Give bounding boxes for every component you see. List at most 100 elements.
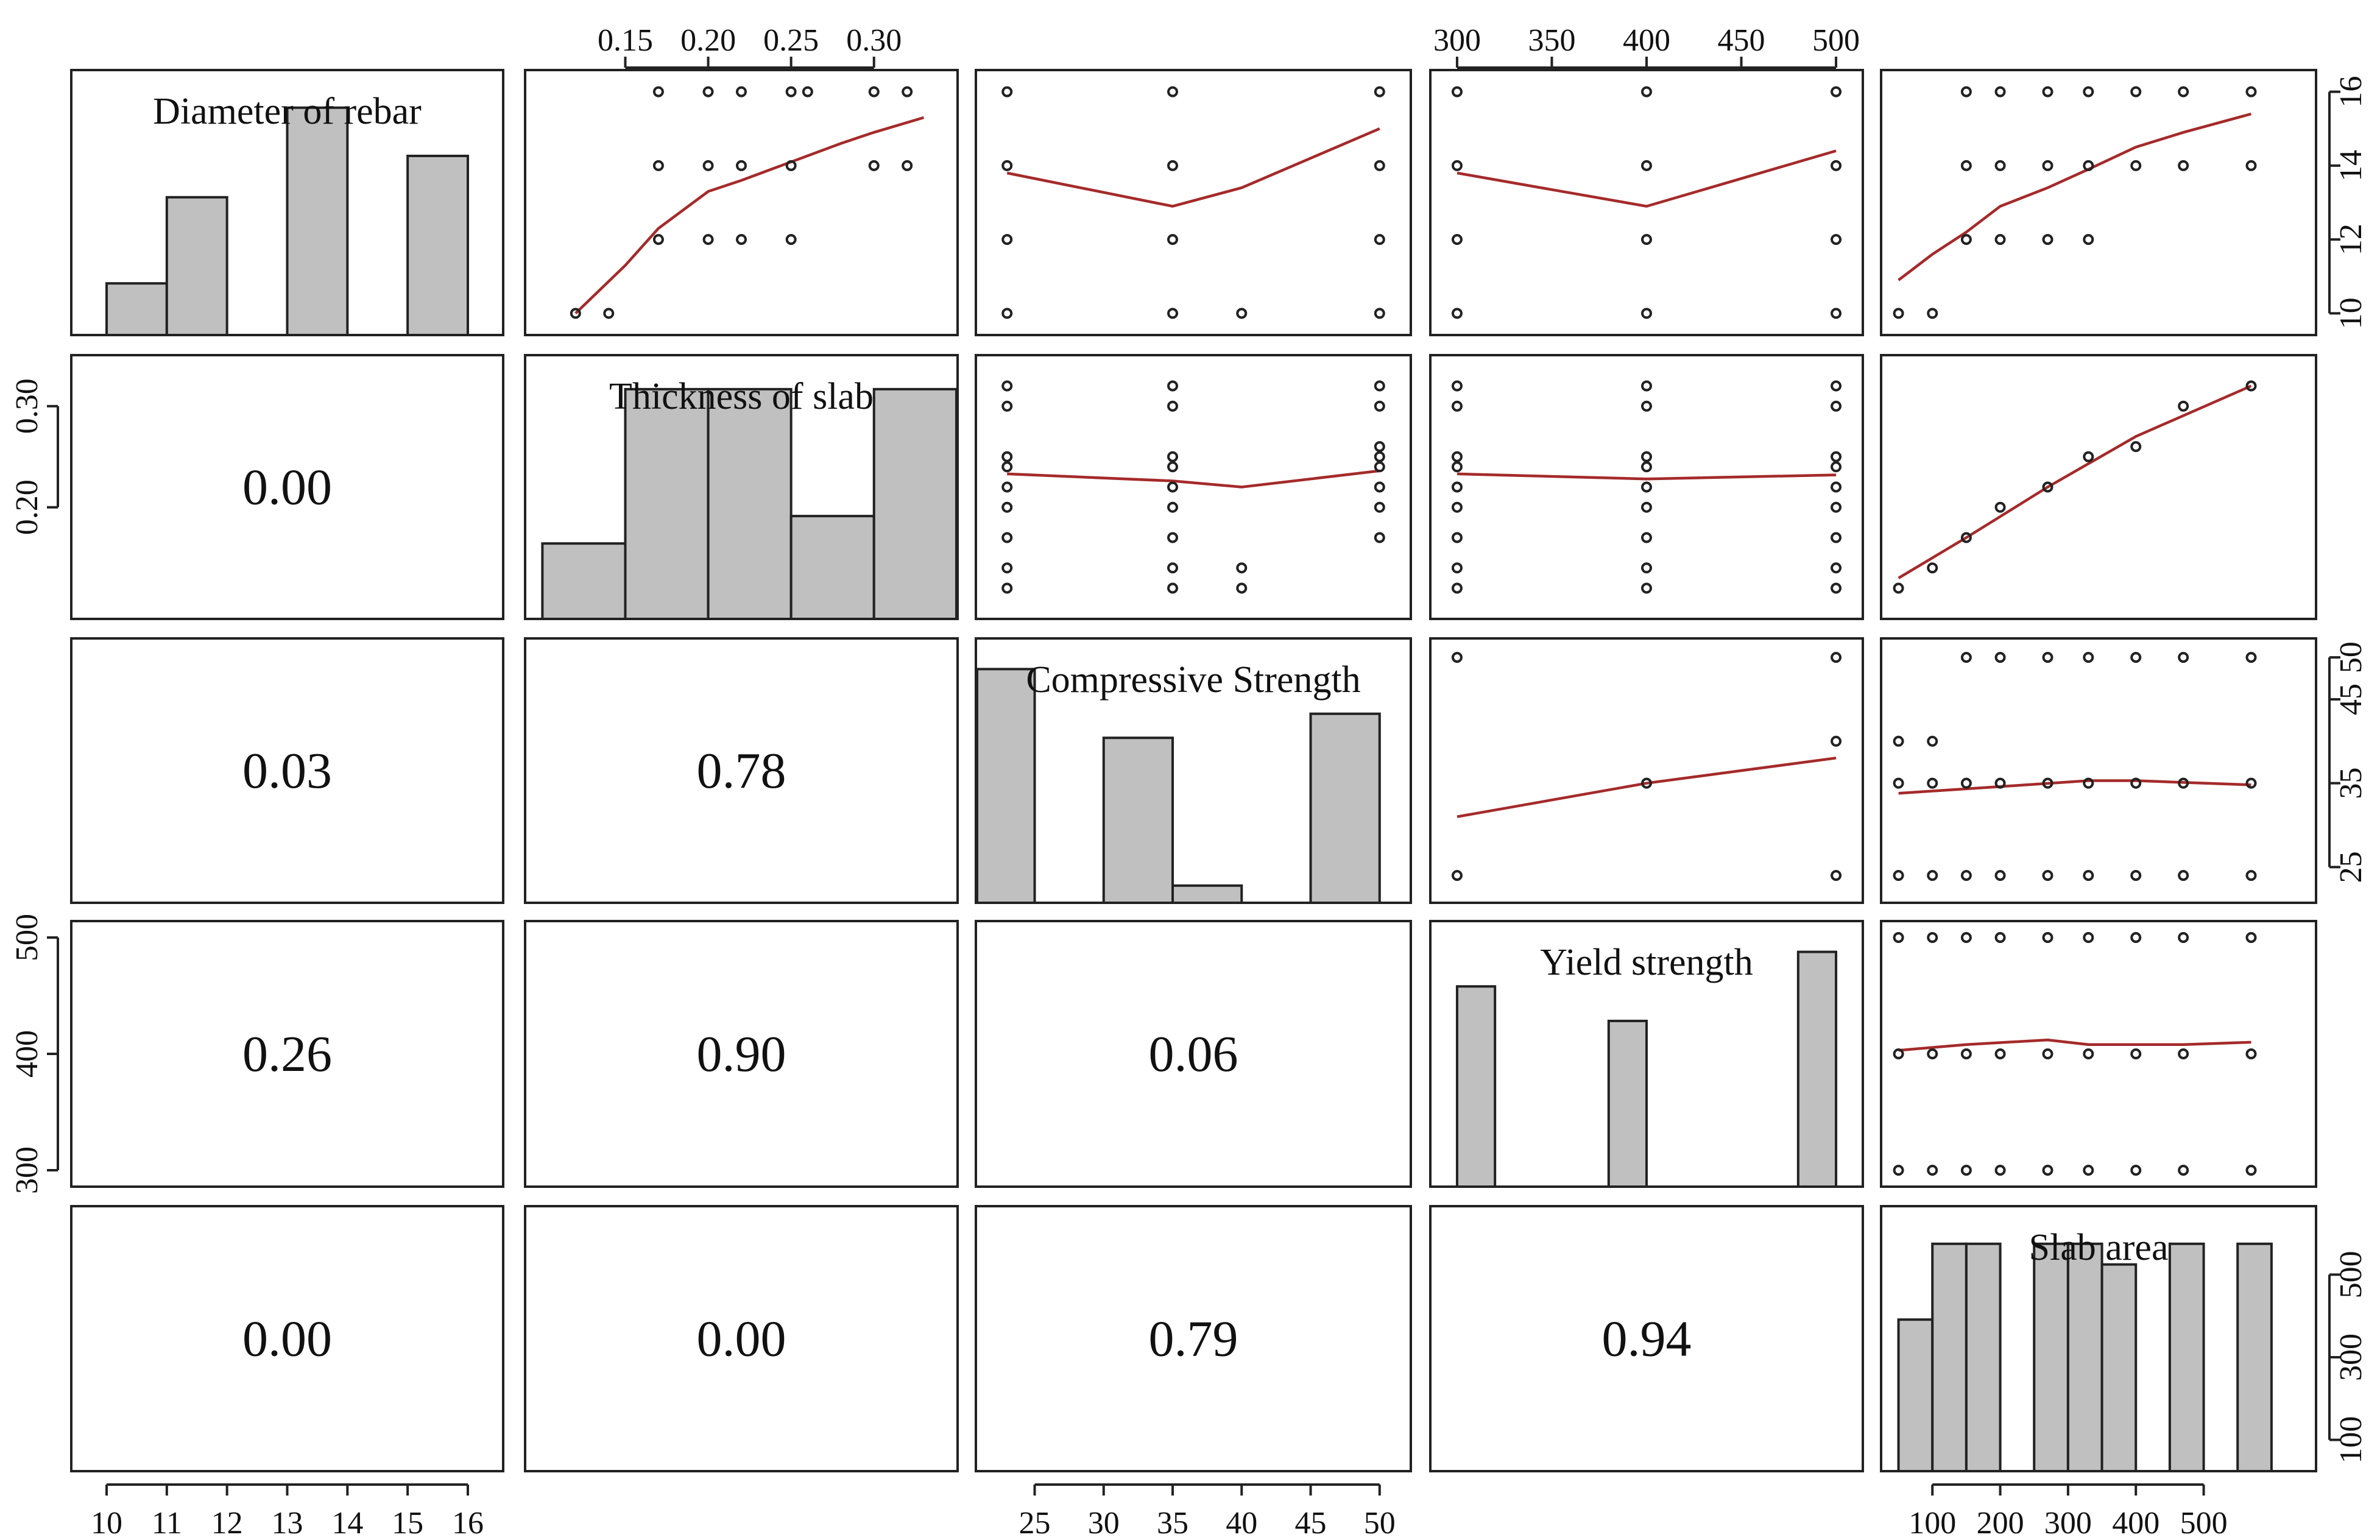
data-point: [1960, 870, 1972, 881]
tick-label: 45: [2334, 683, 2368, 715]
data-point: [2245, 160, 2257, 171]
data-point: [1001, 501, 1013, 513]
data-point: [1236, 562, 1248, 574]
bottom-axis-col2: 25 30 35 40 45 50: [1019, 1483, 1396, 1540]
variable-label: Compressive Strength: [1026, 659, 1360, 701]
data-point: [1001, 562, 1013, 574]
tick-label: 500: [1812, 23, 1860, 58]
data-point: [1167, 461, 1179, 473]
bottom-axis-col0: 10 11 12 13 14 15 16: [91, 1483, 484, 1540]
tick-label: 0.15: [598, 23, 653, 58]
data-point: [1960, 234, 1972, 245]
tick-label: 0.20: [10, 479, 44, 535]
data-point: [1831, 501, 1842, 513]
data-point: [2042, 160, 2053, 171]
data-point: [2245, 380, 2257, 392]
data-point: [1167, 160, 1179, 171]
panel-frame-r4-c0: [70, 1205, 504, 1472]
data-point: [652, 160, 664, 171]
data-point: [1893, 1165, 1904, 1176]
data-point: [1831, 160, 1842, 171]
data-point: [1167, 400, 1179, 412]
scatter-panel-r1-c4: [1893, 380, 2257, 594]
histogram-bar: [1931, 1242, 1968, 1473]
data-point: [1451, 234, 1463, 245]
scatter-panel-r3-c4: [1893, 931, 2257, 1176]
data-point: [1451, 532, 1463, 543]
data-point: [785, 234, 797, 245]
histogram-bar: [789, 515, 875, 620]
data-point: [1831, 582, 1842, 594]
data-point: [2130, 160, 2142, 171]
smooth-line: [574, 116, 925, 315]
data-point: [1641, 532, 1652, 543]
data-point: [1167, 86, 1179, 97]
correlation-value: 0.90: [697, 1026, 786, 1083]
data-point: [1641, 451, 1652, 462]
panel-frame-r1-c0: [70, 354, 504, 620]
data-point: [2130, 1165, 2142, 1176]
tick-label: 45: [1295, 1506, 1327, 1540]
correlation-value: 0.26: [242, 1026, 332, 1083]
tick-label: 12: [211, 1506, 243, 1540]
data-point: [736, 234, 747, 245]
data-point: [1893, 777, 1904, 789]
data-point: [1001, 461, 1013, 473]
tick-label: 500: [2180, 1506, 2228, 1540]
data-point: [1374, 451, 1385, 462]
data-point: [2245, 777, 2257, 789]
variable-label: Diameter of rebar: [153, 91, 422, 132]
data-point: [1641, 380, 1652, 392]
scatter-panel-r0-c3: [1451, 86, 1842, 319]
data-point: [2083, 931, 2094, 943]
tick-label: 100: [2334, 1416, 2368, 1464]
tick-label: 300: [10, 1146, 44, 1194]
data-point: [1451, 308, 1463, 319]
data-point: [1167, 582, 1179, 594]
data-point: [2178, 931, 2189, 943]
data-point: [1641, 308, 1652, 319]
data-point: [1374, 400, 1385, 412]
tick-label: 30: [1088, 1506, 1120, 1540]
data-point: [2178, 652, 2189, 663]
tick-label: 100: [1909, 1506, 1956, 1540]
histogram-bar: [406, 154, 469, 336]
data-point: [702, 86, 714, 97]
tick-label: 300: [2334, 1333, 2368, 1381]
data-point: [2245, 931, 2257, 943]
histogram-bar: [541, 542, 627, 620]
data-point: [1960, 160, 1972, 171]
panel-frame-r1-c2: [975, 354, 1412, 620]
right-axis-row0: 10 12 14 16: [2328, 76, 2368, 329]
data-point: [785, 86, 797, 97]
data-point: [2130, 931, 2142, 943]
tick-label: 14: [2334, 150, 2368, 182]
histogram-3: [1455, 950, 1838, 1189]
histogram-bar: [165, 196, 228, 336]
panel-frame-r1-c3: [1429, 354, 1864, 620]
data-point: [2042, 931, 2053, 943]
panel-frame-r0-c3: [1429, 69, 1864, 336]
right-axis-row2: 25 35 45 50: [2328, 641, 2368, 883]
tick-label: 25: [1019, 1506, 1051, 1540]
data-point: [1927, 777, 1938, 789]
data-point: [1927, 1048, 1938, 1059]
histogram-bar: [2168, 1242, 2205, 1473]
panel-frame-r1-c4: [1880, 354, 2317, 620]
histogram-bar: [2033, 1242, 2069, 1473]
scatter-panel-r0-c4: [1893, 86, 2257, 319]
data-point: [1451, 160, 1463, 171]
data-point: [1641, 777, 1652, 789]
data-point: [1236, 308, 1248, 319]
data-point: [2083, 777, 2094, 789]
data-point: [1831, 532, 1842, 543]
data-point: [785, 160, 797, 171]
tick-label: 16: [2334, 76, 2368, 108]
data-point: [1451, 461, 1463, 473]
data-point: [1994, 777, 2006, 789]
data-point: [1001, 308, 1013, 319]
data-point: [1994, 234, 2006, 245]
data-point: [2042, 234, 2053, 245]
data-point: [1001, 234, 1013, 245]
data-point: [1451, 652, 1463, 663]
